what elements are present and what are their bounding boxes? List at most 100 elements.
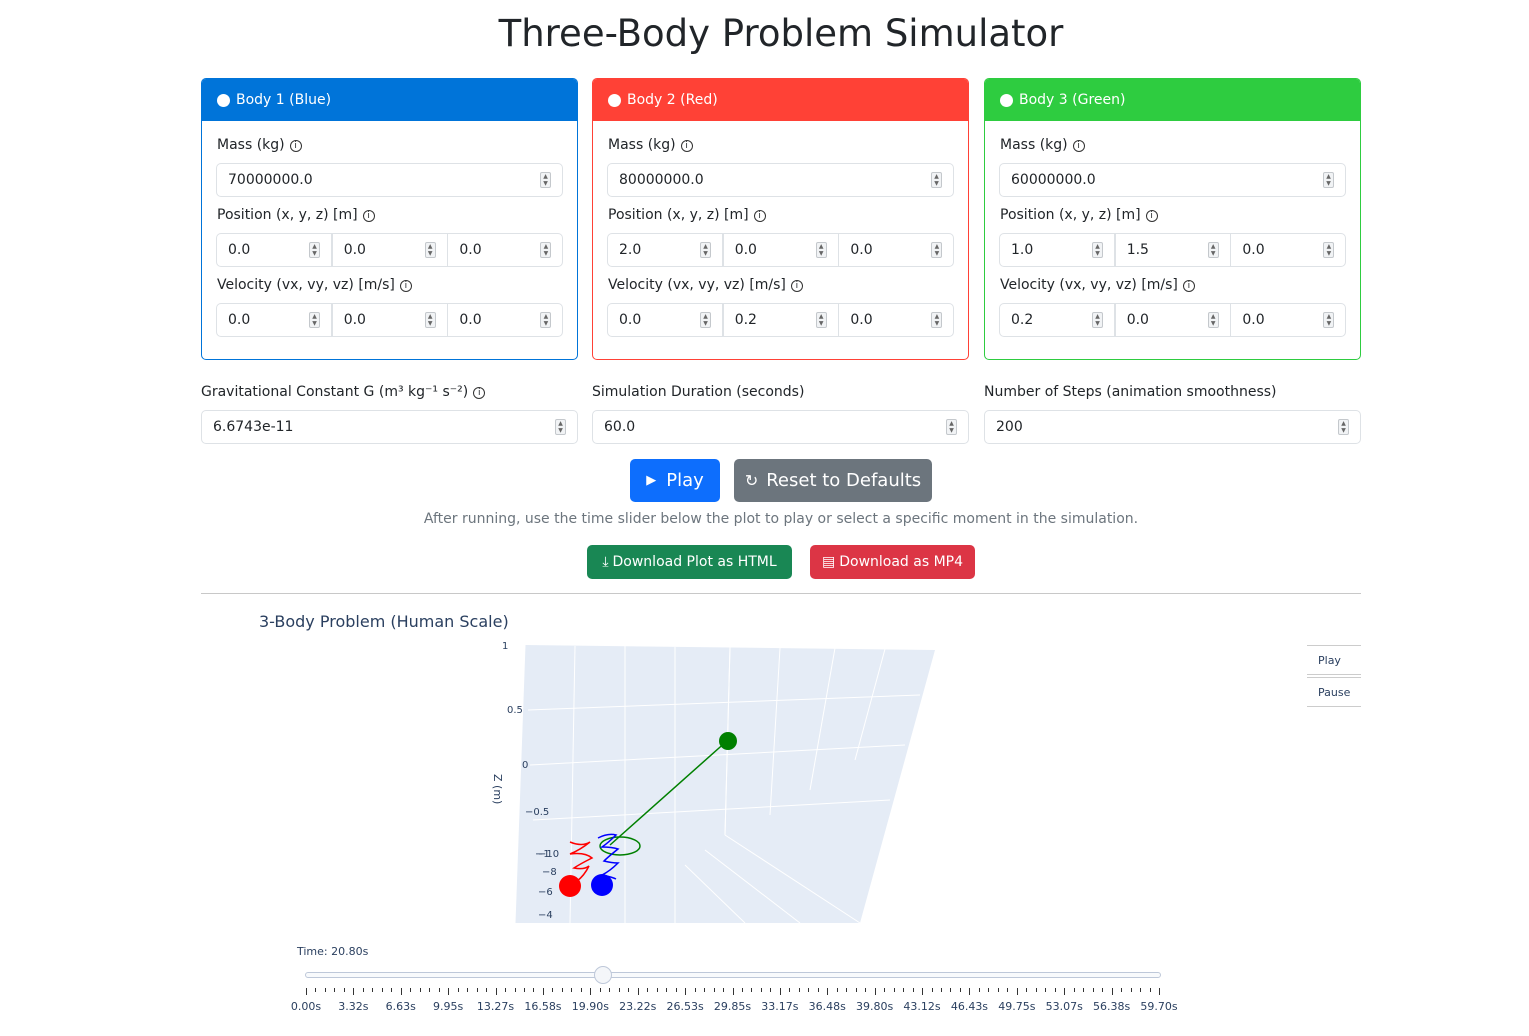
slider-minor-tick [637, 988, 639, 995]
slider-tick-label: 33.17s [761, 1000, 799, 1013]
body1-velocity-z-input[interactable]: 0.0 ▲ ▼ [447, 303, 564, 337]
body1-mass-input[interactable]: 70000000.0 ▲ ▼ [216, 163, 563, 197]
info-icon[interactable]: i [473, 387, 486, 399]
spinner-icon[interactable]: ▲ ▼ [946, 419, 957, 435]
spinner-icon[interactable]: ▲ ▼ [931, 312, 943, 328]
slider-minor-tick [732, 988, 734, 995]
info-icon[interactable]: i [289, 140, 302, 152]
spinner-icon[interactable]: ▲ ▼ [309, 312, 320, 328]
slider-minor-tick [741, 988, 743, 992]
body1-card: Body 1 (Blue) Mass (kg) i Position (x, y, z… [201, 78, 578, 360]
spinner-icon[interactable]: ▲ ▼ [1323, 172, 1334, 188]
info-icon[interactable]: i [1145, 210, 1158, 222]
download-mp4-button[interactable]: ▤ Download as MP4 [810, 545, 975, 579]
body3-header: Body 3 (Green) [985, 79, 1360, 121]
slider-minor-tick [410, 988, 412, 992]
info-icon[interactable]: i [680, 140, 693, 152]
z-tick: 1 [502, 641, 508, 652]
body3-velocity-x-input[interactable]: 0.2 ▲ ▼ [999, 303, 1115, 337]
y-tick: −6 [538, 887, 553, 898]
spinner-icon[interactable]: ▲ ▼ [540, 172, 551, 188]
spinner-icon[interactable]: ▲ ▼ [931, 242, 943, 258]
slider-minor-tick [666, 988, 668, 992]
spinner-icon[interactable]: ▲ ▼ [424, 312, 436, 328]
body3-mass-input[interactable]: 60000000.0 ▲ ▼ [999, 163, 1346, 197]
velocity-label-text: Velocity (vx, vy, vz) [m/s] [608, 277, 786, 293]
slider-tick-label: 59.70s [1140, 1000, 1178, 1013]
spinner-icon[interactable]: ▲ ▼ [555, 419, 566, 435]
animation-play-button[interactable]: Play [1307, 645, 1361, 675]
steps-input[interactable]: 200 ▲ ▼ [984, 410, 1361, 444]
red-body-marker [559, 875, 581, 897]
animation-pause-button[interactable]: Pause [1307, 677, 1361, 707]
spinner-icon[interactable]: ▲ ▼ [815, 242, 827, 258]
spinner-icon[interactable]: ▲ ▼ [1207, 312, 1219, 328]
body1-position-y-input[interactable]: 0.0 ▲ ▼ [331, 233, 448, 267]
body3-position-y-input[interactable]: 1.5 ▲ ▼ [1114, 233, 1231, 267]
info-icon[interactable]: i [1072, 140, 1085, 152]
info-icon[interactable]: i [1182, 280, 1195, 292]
slider-minor-tick [779, 988, 781, 995]
slider-minor-tick [656, 988, 658, 992]
body2-position-y-input[interactable]: 0.0 ▲ ▼ [722, 233, 839, 267]
spinner-icon[interactable]: ▲ ▼ [931, 172, 942, 188]
slider-time-label: Time: 20.80s [297, 945, 369, 958]
play-button[interactable]: ▶ Play [630, 459, 720, 502]
spinner-icon[interactable]: ▲ ▼ [815, 312, 827, 328]
body2-position-z-input[interactable]: 0.0 ▲ ▼ [838, 233, 955, 267]
spinner-icon[interactable]: ▲ ▼ [1323, 312, 1335, 328]
spinner-icon[interactable]: ▲ ▼ [309, 242, 320, 258]
spinner-icon[interactable]: ▲ ▼ [424, 242, 436, 258]
spinner-icon[interactable]: ▲ ▼ [1092, 312, 1103, 328]
body2-position-x-input[interactable]: 2.0 ▲ ▼ [607, 233, 723, 267]
reset-button[interactable]: ↻ Reset to Defaults [734, 459, 932, 502]
slider-minor-tick [1073, 988, 1075, 992]
slider-minor-tick [978, 988, 980, 992]
slider-minor-tick [552, 988, 554, 992]
plot-title: 3-Body Problem (Human Scale) [259, 612, 509, 631]
info-icon[interactable]: i [753, 210, 766, 222]
spinner-icon[interactable]: ▲ ▼ [540, 242, 552, 258]
body3-velocity-y-input[interactable]: 0.0 ▲ ▼ [1114, 303, 1231, 337]
body2-title: Body 2 (Red) [627, 92, 718, 108]
slider-minor-tick [760, 988, 762, 992]
spinner-icon[interactable]: ▲ ▼ [1338, 419, 1349, 435]
body1-velocity-x-input[interactable]: 0.0 ▲ ▼ [216, 303, 332, 337]
slider-minor-tick [798, 988, 800, 992]
slider-minor-tick [827, 988, 829, 995]
download-html-button[interactable]: ⤓ Download Plot as HTML [587, 545, 792, 579]
body3-velocity-z-input[interactable]: 0.0 ▲ ▼ [1230, 303, 1347, 337]
slider-minor-tick [419, 988, 421, 992]
info-icon[interactable]: i [362, 210, 375, 222]
body2-mass-input[interactable]: 80000000.0 ▲ ▼ [607, 163, 954, 197]
spinner-icon[interactable]: ▲ ▼ [1207, 242, 1219, 258]
body1-velocity-y-input[interactable]: 0.0 ▲ ▼ [331, 303, 448, 337]
spinner-icon[interactable]: ▲ ▼ [700, 312, 711, 328]
spinner-icon[interactable]: ▲ ▼ [1323, 242, 1335, 258]
spinner-icon[interactable]: ▲ ▼ [1092, 242, 1103, 258]
slider-minor-tick [599, 988, 601, 992]
body-dot-icon [1000, 93, 1013, 107]
body1-position-z-input[interactable]: 0.0 ▲ ▼ [447, 233, 564, 267]
y-tick: −4 [538, 910, 553, 921]
g-constant-input[interactable]: 6.6743e-11 ▲ ▼ [201, 410, 578, 444]
body2-velocity-z-input[interactable]: 0.0 ▲ ▼ [838, 303, 955, 337]
body2-velocity-y-input[interactable]: 0.2 ▲ ▼ [722, 303, 839, 337]
info-icon[interactable]: i [399, 280, 412, 292]
duration-input[interactable]: 60.0 ▲ ▼ [592, 410, 969, 444]
slider-minor-tick [609, 988, 611, 992]
info-icon[interactable]: i [790, 280, 803, 292]
3d-scene[interactable]: 1 0.5 0 −0.5 −1 Z (m) −10 −8 −6 −4 [480, 640, 950, 930]
slider-minor-tick [1111, 988, 1113, 995]
time-slider-track[interactable] [305, 972, 1161, 978]
spinner-icon[interactable]: ▲ ▼ [540, 312, 552, 328]
body1-position-x-input[interactable]: 0.0 ▲ ▼ [216, 233, 332, 267]
body3-position-x-input[interactable]: 1.0 ▲ ▼ [999, 233, 1115, 267]
spinner-icon[interactable]: ▲ ▼ [700, 242, 711, 258]
time-slider-handle[interactable] [594, 966, 613, 984]
position-value: 0.0 [734, 242, 757, 258]
body2-velocity-x-input[interactable]: 0.0 ▲ ▼ [607, 303, 723, 337]
reset-icon: ↻ [744, 471, 759, 490]
position-label: Position (x, y, z) [m] i [1000, 207, 1158, 223]
body3-position-z-input[interactable]: 0.0 ▲ ▼ [1230, 233, 1347, 267]
